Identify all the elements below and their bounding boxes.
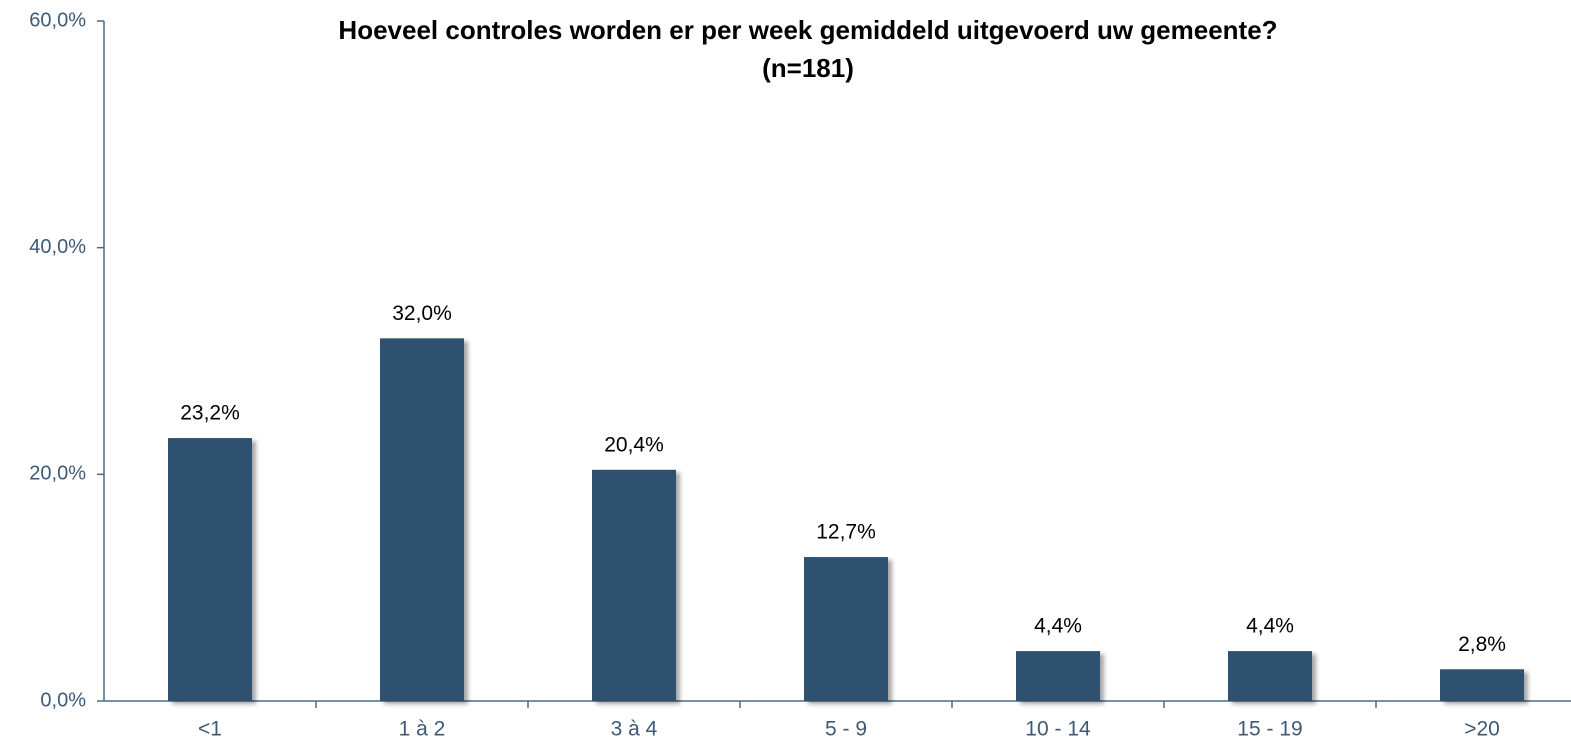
value-label: 4,4% [1034,615,1082,638]
chart-subtitle: (n=181) [762,53,854,83]
bar [380,338,464,701]
bar [1440,669,1524,701]
bar [592,469,676,701]
x-tick-label: 1 à 2 [399,718,446,741]
value-label: 23,2% [180,402,240,425]
x-tick-label: 3 à 4 [611,718,658,741]
bar [804,557,888,701]
x-tick-label: >20 [1464,718,1500,741]
bar [168,438,252,701]
x-tick-label: 5 - 9 [825,718,867,741]
value-label: 20,4% [604,433,664,456]
value-label: 4,4% [1246,615,1294,638]
bar [1016,651,1100,701]
value-label: 2,8% [1458,633,1506,656]
x-tick-label: 10 - 14 [1025,718,1091,741]
y-tick-label: 60,0% [29,9,86,31]
y-tick-label: 20,0% [29,463,86,485]
y-tick-label: 40,0% [29,236,86,258]
value-label: 12,7% [816,521,876,544]
chart-title: Hoeveel controles worden er per week gem… [338,15,1277,45]
value-label: 32,0% [392,302,452,325]
x-tick-label: <1 [198,718,222,741]
bar [1228,651,1312,701]
x-tick-label: 15 - 19 [1237,718,1302,741]
y-tick-label: 0,0% [40,689,86,711]
